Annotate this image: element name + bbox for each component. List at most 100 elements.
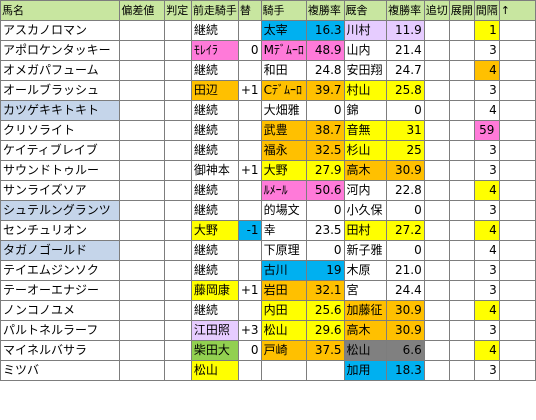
- prev-jockey-cell[interactable]: 継続: [190, 20, 239, 41]
- trainer-rate-cell[interactable]: 27.2: [386, 220, 425, 241]
- jockey-rate-cell[interactable]: 24.8: [305, 60, 345, 81]
- verdict-cell[interactable]: [164, 300, 192, 321]
- interval-cell[interactable]: 3: [473, 140, 500, 161]
- trainer-cell[interactable]: 高木: [343, 320, 388, 341]
- swap-cell[interactable]: [237, 260, 262, 281]
- pursuit-cell[interactable]: [423, 280, 450, 301]
- verdict-cell[interactable]: [164, 280, 192, 301]
- pursuit-cell[interactable]: [423, 20, 450, 41]
- deviation-cell[interactable]: [119, 280, 166, 301]
- jockey-rate-cell[interactable]: 48.9: [305, 40, 345, 61]
- development-cell[interactable]: [448, 360, 475, 381]
- verdict-cell[interactable]: [164, 40, 192, 61]
- deviation-cell[interactable]: [119, 320, 166, 341]
- prev-jockey-cell[interactable]: 継続: [190, 140, 239, 161]
- trainer-cell[interactable]: 田村: [343, 220, 388, 241]
- jockey-rate-cell[interactable]: 0: [305, 100, 345, 121]
- interval-cell[interactable]: 4: [473, 340, 500, 361]
- deviation-cell[interactable]: [119, 260, 166, 281]
- jockey-cell[interactable]: 的場文: [260, 200, 307, 221]
- interval-cell[interactable]: 4: [473, 180, 500, 201]
- horse-name-cell[interactable]: テイエムジンソク: [0, 260, 121, 281]
- prev-jockey-cell[interactable]: 藤岡康: [190, 280, 239, 301]
- jockey-cell[interactable]: Mﾃﾞﾑｰﾛ: [260, 40, 307, 61]
- development-cell[interactable]: [448, 180, 475, 201]
- deviation-cell[interactable]: [119, 340, 166, 361]
- trainer-rate-cell[interactable]: 30.9: [386, 300, 425, 321]
- header-name[interactable]: 馬名: [0, 0, 121, 21]
- deviation-cell[interactable]: [119, 180, 166, 201]
- trainer-rate-cell[interactable]: 21.0: [386, 260, 425, 281]
- jockey-cell[interactable]: 内田: [260, 300, 307, 321]
- interval-cell[interactable]: 3: [473, 200, 500, 221]
- trainer-rate-cell[interactable]: 6.6: [386, 340, 425, 361]
- jockey-rate-cell[interactable]: 0: [305, 240, 345, 261]
- swap-cell[interactable]: -1: [237, 220, 262, 241]
- swap-cell[interactable]: +1: [237, 280, 262, 301]
- swap-cell[interactable]: [237, 140, 262, 161]
- trainer-cell[interactable]: 小久保: [343, 200, 388, 221]
- horse-name-cell[interactable]: ミツバ: [0, 360, 121, 381]
- verdict-cell[interactable]: [164, 20, 192, 41]
- pursuit-cell[interactable]: [423, 240, 450, 261]
- header-verdict[interactable]: 判定: [164, 0, 192, 21]
- development-cell[interactable]: [448, 240, 475, 261]
- interval-cell[interactable]: 4: [473, 220, 500, 241]
- interval-cell[interactable]: 1: [473, 20, 500, 41]
- verdict-cell[interactable]: [164, 200, 192, 221]
- horse-name-cell[interactable]: アポロケンタッキー: [0, 40, 121, 61]
- pursuit-cell[interactable]: [423, 40, 450, 61]
- arrow-cell[interactable]: [498, 100, 536, 121]
- jockey-rate-cell[interactable]: 32.5: [305, 140, 345, 161]
- horse-name-cell[interactable]: カツゲキキトキト: [0, 100, 121, 121]
- interval-cell[interactable]: 3: [473, 360, 500, 381]
- header-trainer-rate[interactable]: 複勝率: [386, 0, 425, 21]
- verdict-cell[interactable]: [164, 80, 192, 101]
- deviation-cell[interactable]: [119, 360, 166, 381]
- prev-jockey-cell[interactable]: 松山: [190, 360, 239, 381]
- deviation-cell[interactable]: [119, 120, 166, 141]
- trainer-rate-cell[interactable]: 0: [386, 100, 425, 121]
- development-cell[interactable]: [448, 20, 475, 41]
- arrow-cell[interactable]: [498, 200, 536, 221]
- trainer-cell[interactable]: 川村: [343, 20, 388, 41]
- prev-jockey-cell[interactable]: 継続: [190, 60, 239, 81]
- trainer-cell[interactable]: 音無: [343, 120, 388, 141]
- verdict-cell[interactable]: [164, 340, 192, 361]
- prev-jockey-cell[interactable]: 柴田大: [190, 340, 239, 361]
- trainer-rate-cell[interactable]: 30.9: [386, 320, 425, 341]
- verdict-cell[interactable]: [164, 360, 192, 381]
- trainer-rate-cell[interactable]: 18.3: [386, 360, 425, 381]
- horse-name-cell[interactable]: センチュリオン: [0, 220, 121, 241]
- pursuit-cell[interactable]: [423, 320, 450, 341]
- jockey-cell[interactable]: 和田: [260, 60, 307, 81]
- jockey-rate-cell[interactable]: 37.5: [305, 340, 345, 361]
- deviation-cell[interactable]: [119, 200, 166, 221]
- horse-name-cell[interactable]: オールブラッシュ: [0, 80, 121, 101]
- jockey-rate-cell[interactable]: 29.6: [305, 320, 345, 341]
- pursuit-cell[interactable]: [423, 180, 450, 201]
- jockey-cell[interactable]: 幸: [260, 220, 307, 241]
- header-trainer[interactable]: 厩舎: [343, 0, 388, 21]
- pursuit-cell[interactable]: [423, 60, 450, 81]
- arrow-cell[interactable]: [498, 80, 536, 101]
- interval-cell[interactable]: 59: [473, 120, 500, 141]
- trainer-rate-cell[interactable]: 25.8: [386, 80, 425, 101]
- pursuit-cell[interactable]: [423, 220, 450, 241]
- interval-cell[interactable]: 3: [473, 40, 500, 61]
- development-cell[interactable]: [448, 200, 475, 221]
- verdict-cell[interactable]: [164, 220, 192, 241]
- header-development[interactable]: 展開: [448, 0, 475, 21]
- prev-jockey-cell[interactable]: 継続: [190, 180, 239, 201]
- arrow-cell[interactable]: [498, 120, 536, 141]
- development-cell[interactable]: [448, 60, 475, 81]
- swap-cell[interactable]: [237, 300, 262, 321]
- pursuit-cell[interactable]: [423, 100, 450, 121]
- header-interval[interactable]: 間隔: [473, 0, 500, 21]
- pursuit-cell[interactable]: [423, 300, 450, 321]
- prev-jockey-cell[interactable]: 御神本: [190, 160, 239, 181]
- pursuit-cell[interactable]: [423, 160, 450, 181]
- verdict-cell[interactable]: [164, 260, 192, 281]
- horse-name-cell[interactable]: パルトネルラーフ: [0, 320, 121, 341]
- development-cell[interactable]: [448, 260, 475, 281]
